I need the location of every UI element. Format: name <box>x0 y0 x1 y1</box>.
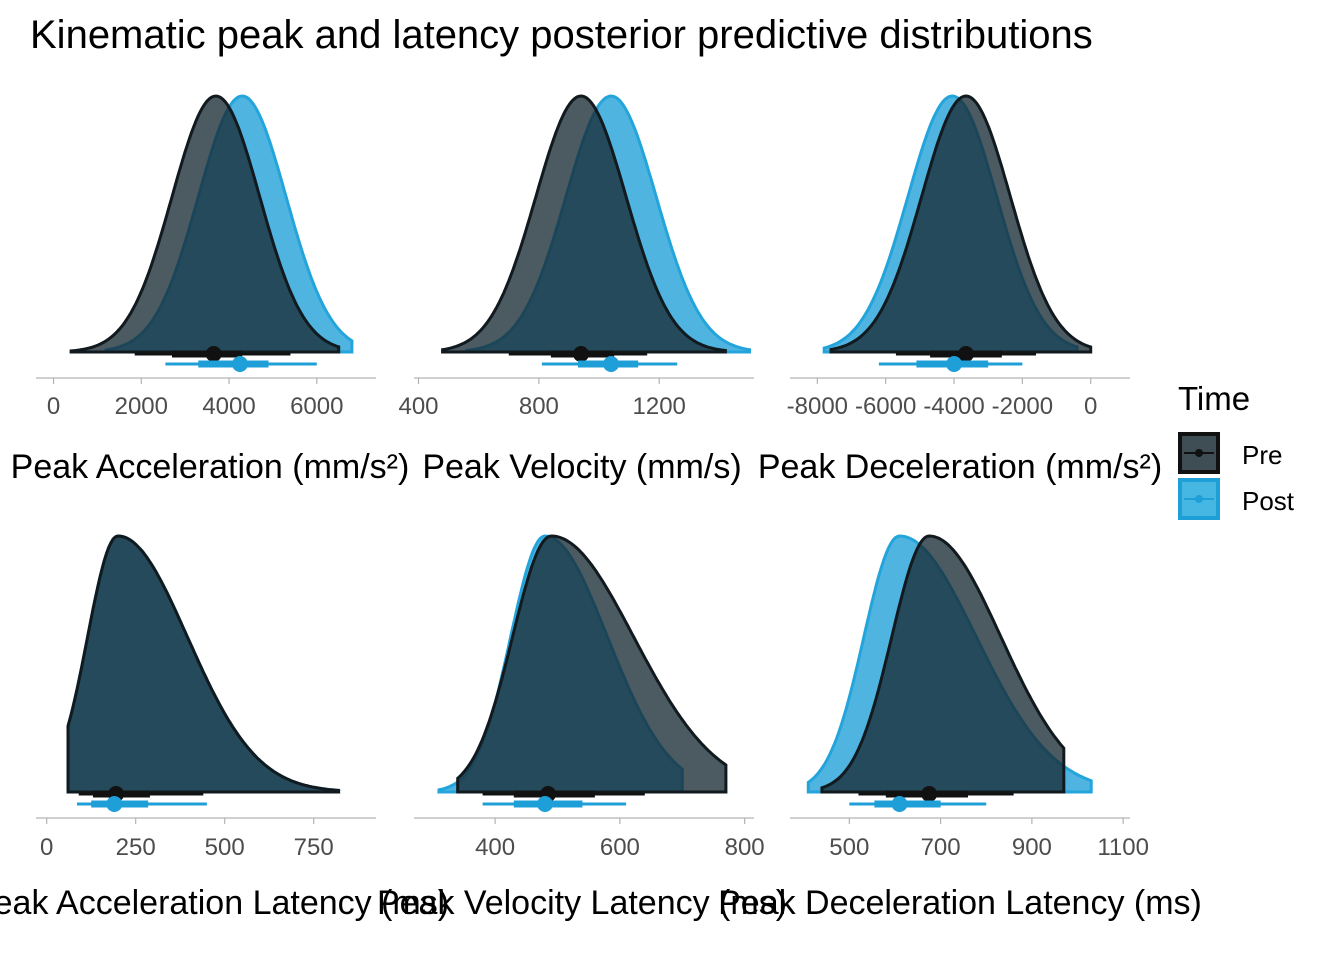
chart-title: Kinematic peak and latency posterior pre… <box>30 13 1093 57</box>
facet-panel-5: 400 600 800 Peak Velocity Latency (ms) <box>377 534 787 922</box>
x-tick-label: 0 <box>40 834 53 861</box>
point-estimate-post <box>106 796 123 812</box>
density-pre <box>820 534 1066 794</box>
facet-panel-3: -8000 -6000 -4000 -2000 0 Peak Deceleration (… <box>758 94 1162 486</box>
density-pre <box>456 534 728 794</box>
legend-item-pre: Pre <box>1178 432 1282 474</box>
x-axis-title: Peak Acceleration Latency (ms) <box>0 884 449 922</box>
x-tick-label: 250 <box>116 834 156 861</box>
x-tick-label: 0 <box>47 393 60 420</box>
x-axis-title: Peak Velocity (mm/s) <box>422 448 741 486</box>
legend-label: Post <box>1242 486 1295 516</box>
point-estimate-post <box>891 796 908 812</box>
legend: Time Pre Post <box>1178 380 1295 520</box>
point-estimate-post <box>603 356 620 372</box>
point-estimate-pre <box>205 346 222 362</box>
x-axis-title: Peak Deceleration Latency (ms) <box>718 884 1202 922</box>
x-tick-label: 700 <box>921 834 961 861</box>
facet-panel-4: 0 250 500 750 Peak Acceleration Latency (ms) <box>0 534 449 922</box>
facet-panel-6: 500 700 900 1100 Peak Deceleration Latency (… <box>718 534 1202 922</box>
x-tick-label: 1100 <box>1097 834 1149 861</box>
x-axis-title: Peak Velocity Latency (ms) <box>377 884 787 922</box>
point-estimate-pre <box>921 786 938 802</box>
facet-panel-1: 0 2000 4000 6000 Peak Acceleration (mm/s²) <box>11 94 410 486</box>
point-estimate-post <box>537 796 554 812</box>
x-axis-title: Peak Acceleration (mm/s²) <box>11 448 410 486</box>
point-estimate-pre <box>957 346 974 362</box>
legend-label: Pre <box>1242 440 1282 470</box>
point-estimate-post <box>946 356 963 372</box>
legend-key-point <box>1195 495 1203 503</box>
facet-panel-2: 400 800 1200 Peak Velocity (mm/s) <box>398 94 754 486</box>
x-tick-label: 0 <box>1084 393 1097 420</box>
legend-key-point <box>1195 449 1203 457</box>
point-estimate-pre <box>572 346 589 362</box>
density-pre <box>69 94 341 354</box>
x-tick-label: 6000 <box>290 393 343 420</box>
x-axis-title: Peak Deceleration (mm/s²) <box>758 448 1162 486</box>
x-tick-label: 800 <box>519 393 559 420</box>
x-tick-label: 750 <box>294 834 334 861</box>
x-tick-label: 500 <box>205 834 245 861</box>
x-tick-label: 400 <box>398 393 438 420</box>
x-tick-label: 4000 <box>202 393 255 420</box>
density-pre <box>441 94 727 354</box>
x-tick-label: 900 <box>1012 834 1052 861</box>
x-tick-label: 1200 <box>633 393 686 420</box>
x-tick-label: 600 <box>600 834 640 861</box>
x-tick-label: 800 <box>725 834 765 861</box>
density-pre <box>829 94 1093 354</box>
point-estimate-post <box>232 356 248 372</box>
x-tick-label: 2000 <box>115 393 168 420</box>
x-tick-label: 500 <box>829 834 869 861</box>
legend-title: Time <box>1178 380 1250 417</box>
legend-item-post: Post <box>1178 478 1295 520</box>
x-tick-label: -8000 <box>787 393 848 420</box>
x-tick-label: -6000 <box>855 393 916 420</box>
x-tick-label: 400 <box>475 834 515 861</box>
density-pre <box>66 534 341 794</box>
x-tick-label: -2000 <box>992 393 1053 420</box>
x-tick-label: -4000 <box>923 393 984 420</box>
